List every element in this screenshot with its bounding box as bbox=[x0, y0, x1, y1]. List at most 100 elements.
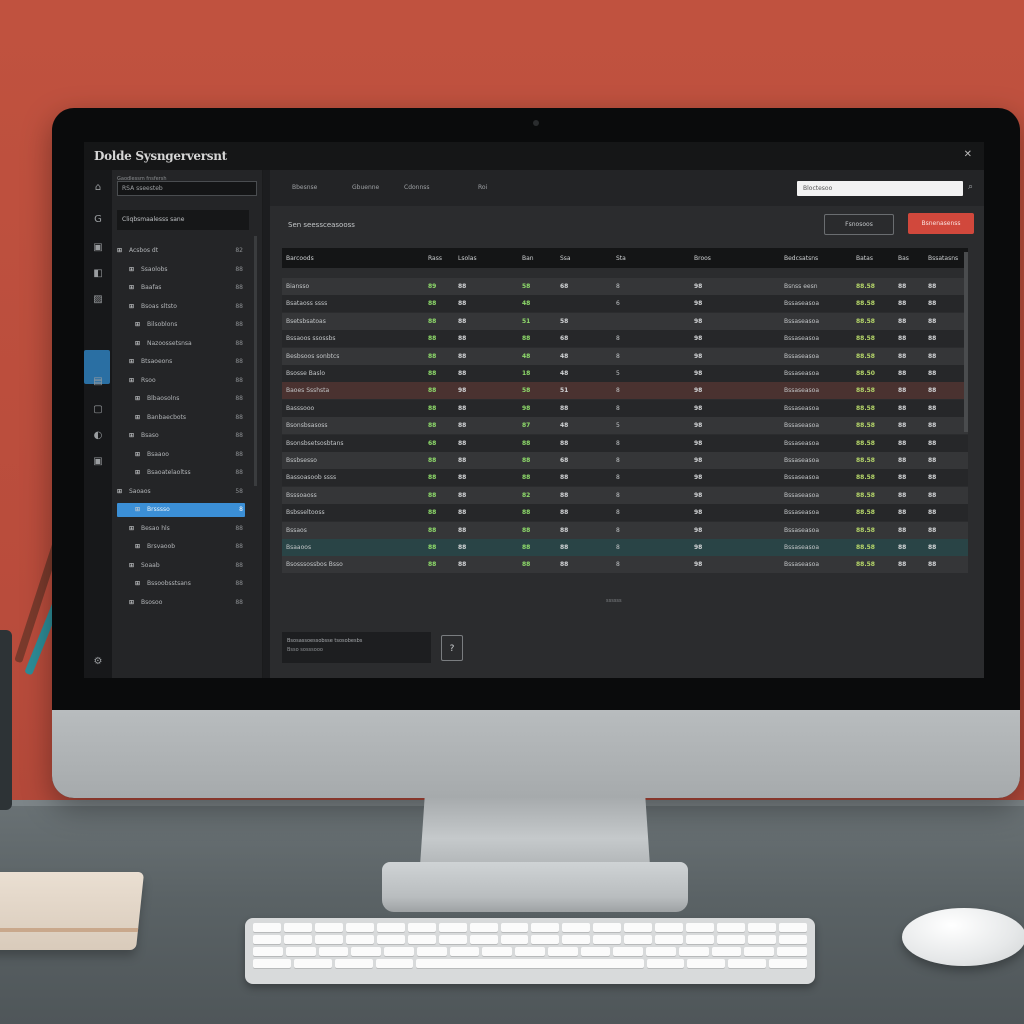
sidebar-item-count: 88 bbox=[235, 265, 243, 273]
column-header[interactable]: Ban bbox=[522, 255, 534, 262]
sidebar-item-label: Besao hls bbox=[141, 524, 170, 532]
column-header[interactable]: Bas bbox=[898, 255, 909, 262]
folder-icon: ⊞ bbox=[135, 580, 141, 587]
column-header[interactable]: Batas bbox=[856, 255, 873, 262]
folder-icon[interactable]: ▣ bbox=[93, 242, 103, 253]
pagination[interactable]: ssssss bbox=[606, 598, 622, 604]
table-row[interactable]: Besbsoos sonbtcs 88 88 48 48 8 98 Bssaseasoa 88.… bbox=[282, 347, 968, 365]
search-icon[interactable]: ⌕ bbox=[968, 182, 974, 192]
sidebar-item[interactable]: ⊞ Baafas 88 bbox=[117, 281, 245, 295]
sidebar-item[interactable]: ⊞ Banbaecbots 88 bbox=[117, 411, 245, 425]
home-icon[interactable]: ⌂ bbox=[94, 182, 102, 193]
table-row[interactable]: Bssaos 88 88 88 88 8 98 Bssaseasoa 88.58 88 88 bbox=[282, 521, 968, 539]
table-cell: 88 bbox=[522, 335, 531, 343]
column-header[interactable]: Barcoods bbox=[286, 255, 314, 262]
sidebar-item[interactable]: ⊞ Besao hls 88 bbox=[117, 522, 245, 536]
settings-icon[interactable]: ▣ bbox=[93, 456, 103, 467]
sidebar-item[interactable]: ⊞ Bsosoo 88 bbox=[117, 596, 245, 610]
table-row[interactable]: Bsetsbsatoas 88 88 51 58 98 Bssaseasoa 88.58 88 8… bbox=[282, 312, 968, 330]
sidebar-item[interactable]: ⊞ Bsaaoo 88 bbox=[117, 448, 245, 462]
google-icon[interactable]: G bbox=[94, 214, 102, 225]
sidebar-item-label: Bsaoatelaoltss bbox=[147, 469, 191, 476]
sidebar-item[interactable]: ⊞ Bsoas sltsto 88 bbox=[117, 300, 245, 314]
table-row[interactable]: Bsaaoos 88 88 88 88 8 98 Bssaseasoa 88.58 88 88 bbox=[282, 539, 968, 556]
table-row[interactable]: Bsonsbsasoss 88 88 87 48 5 98 Bssaseasoa 88.58 88… bbox=[282, 417, 968, 435]
sidebar-item[interactable]: ⊞ Acsbos dt 82 bbox=[117, 244, 245, 258]
column-header[interactable]: Rass bbox=[428, 255, 442, 262]
table-cell: Bssaseasoa bbox=[784, 457, 820, 464]
table-row[interactable]: Bsataoss ssss 88 88 48 6 98 Bssaseasoa 88.58 88 8… bbox=[282, 295, 968, 313]
table-row[interactable]: Bassoasoob ssss 88 88 88 88 8 98 Bssaseasoa 88.5… bbox=[282, 469, 968, 487]
sidebar-top-item[interactable]: Cliqbsmaalesss sane bbox=[117, 210, 249, 230]
sidebar-item-label: Banbaecbots bbox=[147, 413, 187, 421]
table-row[interactable]: Bsssoaoss 88 88 82 88 8 98 Bssaseasoa 88.58 88 88 bbox=[282, 486, 968, 504]
sidebar-item[interactable]: ⊞ Ssaolobs 88 bbox=[117, 263, 245, 277]
sidebar-item[interactable]: ⊞ Bssoobsstsans 88 bbox=[117, 577, 245, 591]
sidebar-item[interactable]: ⊞ Blbaosolns 88 bbox=[117, 392, 245, 406]
table-row[interactable]: Bsosssossbos Bsso 88 88 88 88 8 98 Bssaseasoa 88… bbox=[282, 556, 968, 574]
table-row[interactable]: Bsbsseltooss 88 88 88 88 8 98 Bssaseasoa 88.58 88… bbox=[282, 504, 968, 522]
sidebar-item[interactable]: ⊞ Soaab 88 bbox=[117, 559, 245, 573]
table-cell: 98 bbox=[694, 335, 703, 343]
table-cell: 88 bbox=[898, 561, 907, 569]
sidebar-item[interactable]: ⊞ Bsaso 88 bbox=[117, 429, 245, 443]
sidebar-item[interactable]: ⊞ Rsoo 88 bbox=[117, 374, 245, 388]
toolbar-item[interactable]: Gbuenne bbox=[352, 184, 380, 191]
table-cell: 88 bbox=[522, 474, 531, 482]
table-row[interactable]: Bsosse Baslo 88 88 18 48 5 98 Bssaseasoa 88.50 88… bbox=[282, 365, 968, 382]
search-input[interactable]: Bloctesoo bbox=[797, 181, 963, 196]
doc-icon[interactable]: ▤ bbox=[93, 376, 103, 387]
close-icon[interactable]: ✕ bbox=[963, 149, 972, 160]
box-icon[interactable]: ▢ bbox=[93, 404, 103, 415]
column-header[interactable]: Ssa bbox=[560, 255, 571, 262]
column-header[interactable]: Bssatasns bbox=[928, 255, 959, 262]
table-cell: 98 bbox=[694, 352, 703, 360]
table-cell: 88 bbox=[560, 561, 569, 569]
table-cell: 88 bbox=[458, 283, 467, 290]
primary-button[interactable]: Bsnenasenss bbox=[908, 213, 974, 234]
sidebar-item-count: 88 bbox=[235, 339, 243, 347]
table-cell: Bssaseasoa bbox=[784, 491, 820, 499]
sidebar-header: Gaodlessm fnsfersh bbox=[117, 176, 167, 182]
table-row[interactable]: Bsonsbsetsosbtans 68 88 88 88 8 98 Bssaseasoa 88… bbox=[282, 434, 968, 452]
toolbar-item[interactable]: Cdonnss bbox=[404, 184, 430, 191]
table-cell: 88 bbox=[560, 509, 569, 517]
chart-icon[interactable]: ◧ bbox=[93, 268, 103, 279]
table-cell: 88 bbox=[928, 387, 937, 395]
rail-active-item[interactable] bbox=[84, 350, 110, 384]
toolbar-item[interactable]: Roi bbox=[478, 184, 488, 191]
user-icon[interactable]: ◐ bbox=[93, 430, 103, 441]
table-cell: 88 bbox=[898, 370, 907, 377]
sidebar-item-count: 88 bbox=[235, 321, 243, 328]
column-header[interactable]: Broos bbox=[694, 255, 711, 262]
table-cell: Bsssoaoss bbox=[286, 491, 317, 499]
help-button[interactable]: ? bbox=[441, 635, 463, 661]
secondary-button[interactable]: Fsnosoos bbox=[824, 214, 894, 235]
sidebar-item[interactable]: ⊞ Brsssso 8 bbox=[117, 503, 245, 517]
sidebar-item-count: 88 bbox=[235, 358, 243, 365]
folder-icon: ⊞ bbox=[129, 598, 135, 606]
table-scrollbar[interactable] bbox=[964, 252, 968, 432]
table-row[interactable]: Baoes Ssshsta 88 98 58 51 8 98 Bssaseasoa 88.58 8… bbox=[282, 382, 968, 400]
gear-icon[interactable]: ⚙ bbox=[93, 656, 103, 667]
table-cell: 88 bbox=[928, 439, 937, 447]
sidebar-item[interactable]: ⊞ Saoaos 58 bbox=[117, 485, 245, 499]
sidebar-item[interactable]: ⊞ Bsaoatelaoltss 88 bbox=[117, 466, 245, 480]
toolbar-item[interactable]: Bbesnse bbox=[292, 184, 318, 191]
sidebar-item[interactable]: ⊞ Btsaoeons 88 bbox=[117, 355, 245, 369]
sidebar-scrollbar[interactable] bbox=[254, 236, 257, 486]
column-header[interactable]: Sta bbox=[616, 255, 626, 262]
table-row[interactable]: Bssaoos ssossbs 88 88 88 68 8 98 Bssaseasoa 88.5… bbox=[282, 330, 968, 348]
sidebar-item[interactable]: ⊞ Nazoossetsnsa 88 bbox=[117, 337, 245, 351]
column-header[interactable]: Lsolas bbox=[458, 255, 477, 262]
sidebar-item[interactable]: ⊞ Brsvaoob 88 bbox=[117, 540, 245, 554]
column-header[interactable]: Bedcsatsns bbox=[784, 255, 819, 262]
sidebar-item[interactable]: ⊞ Bilsoblons 88 bbox=[117, 318, 245, 332]
table-row[interactable]: Bssbsesso 88 88 88 68 8 98 Bssaseasoa 88.58 88 88 bbox=[282, 452, 968, 469]
table-row[interactable]: Basssooo 88 88 98 88 8 98 Bssaseasoa 88.58 88 88 bbox=[282, 399, 968, 417]
table-cell: Bssbsesso bbox=[286, 457, 317, 464]
image-icon[interactable]: ▨ bbox=[93, 294, 103, 305]
table-row[interactable]: Biansso 89 88 58 68 8 98 Bsnss eesn 88.58 88 88 bbox=[282, 278, 968, 295]
table-cell: 88 bbox=[428, 526, 437, 534]
sidebar-search-input[interactable]: RSA sseesteb bbox=[117, 181, 257, 196]
